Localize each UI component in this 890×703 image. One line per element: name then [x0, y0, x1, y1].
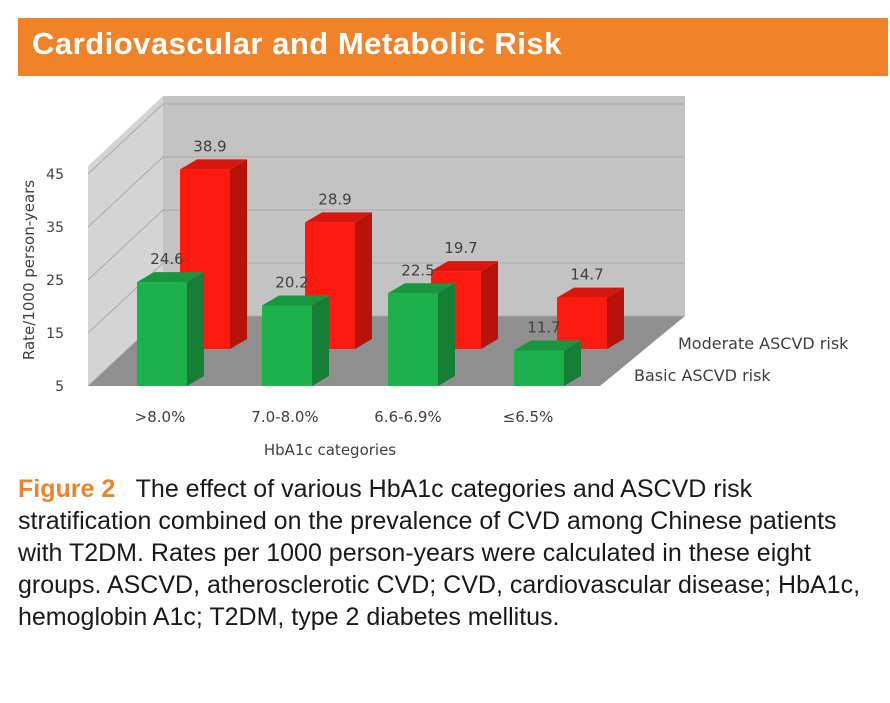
- basic-value-label: 20.2: [275, 273, 308, 291]
- basic-value-label: 22.5: [401, 261, 434, 279]
- moderate-bar-1-top: [180, 159, 247, 170]
- gridline: [87, 209, 685, 281]
- y-tick-label: 15: [46, 326, 64, 342]
- basic-bar-3: [388, 283, 455, 386]
- moderate-value-label: 38.9: [193, 137, 226, 155]
- bar-chart: 5 15 25 35 45 Rate/1000 person-years 38.9 28.9…: [20, 96, 849, 459]
- chart-labels: Rate/1000 person-years 38.9 28.9 19.7 14.7 24…: [20, 137, 849, 459]
- moderate-value-label: 19.7: [444, 239, 477, 257]
- chart-back-wall: [163, 96, 685, 316]
- basic-bar-3-top: [388, 283, 455, 294]
- basic-bar-1-side: [187, 272, 204, 386]
- gridline: [87, 103, 685, 175]
- figure-caption: Figure 2 The effect of various HbA1c cat…: [18, 473, 878, 633]
- basic-bar-1: [137, 272, 204, 386]
- header-banner: Cardiovascular and Metabolic Risk: [18, 18, 888, 76]
- bar-group: [137, 159, 624, 386]
- legend-basic: Basic ASCVD risk: [634, 366, 771, 385]
- moderate-bar-4-side: [607, 287, 624, 349]
- gridline: [87, 262, 685, 334]
- basic-bar-3-side: [438, 283, 455, 386]
- moderate-value-label: 28.9: [318, 190, 351, 208]
- basic-value-label: 11.7: [527, 318, 560, 336]
- basic-bar-2: [262, 295, 329, 386]
- basic-bar-1-front: [137, 282, 187, 386]
- caption-text: The effect of various HbA1c categories a…: [18, 475, 861, 631]
- basic-bar-2-top: [262, 295, 329, 306]
- moderate-bar-3-top: [431, 261, 498, 272]
- basic-bar-1-top: [137, 272, 204, 283]
- moderate-bar-2-top: [305, 212, 372, 223]
- figure-label: Figure 2: [18, 475, 116, 503]
- moderate-bar-3-side: [481, 261, 498, 349]
- y-tick-label: 35: [46, 220, 64, 236]
- basic-bar-4-top: [514, 340, 581, 351]
- y-tick-label: 25: [46, 273, 64, 289]
- header-title: Cardiovascular and Metabolic Risk: [32, 26, 562, 61]
- moderate-bar-1: [180, 159, 247, 349]
- basic-bar-4: [514, 340, 581, 386]
- x-tick-label: 7.0-8.0%: [251, 408, 318, 426]
- moderate-bar-2-side: [355, 212, 372, 349]
- basic-bar-3-front: [388, 293, 438, 386]
- moderate-bar-4: [557, 287, 624, 349]
- x-tick-label: 6.6-6.9%: [374, 408, 441, 426]
- moderate-bar-4-front: [557, 297, 607, 349]
- basic-bar-2-front: [262, 305, 312, 386]
- gridline: [87, 156, 685, 228]
- y-tick-label: 45: [46, 167, 64, 183]
- basic-bar-4-front: [514, 350, 564, 386]
- x-axis-label: HbA1c categories: [264, 441, 396, 459]
- x-tick-label: >8.0%: [135, 408, 186, 426]
- basic-bar-2-side: [312, 295, 329, 386]
- basic-value-label: 24.6: [150, 250, 183, 268]
- y-tick-label: 5: [55, 379, 64, 395]
- moderate-bar-1-side: [230, 159, 247, 349]
- legend-moderate: Moderate ASCVD risk: [678, 334, 849, 353]
- moderate-bar-4-top: [557, 287, 624, 298]
- x-tick-label: ≤6.5%: [503, 408, 554, 426]
- y-axis-label: Rate/1000 person-years: [20, 180, 38, 360]
- moderate-value-label: 14.7: [570, 266, 603, 284]
- basic-bar-4-side: [564, 340, 581, 386]
